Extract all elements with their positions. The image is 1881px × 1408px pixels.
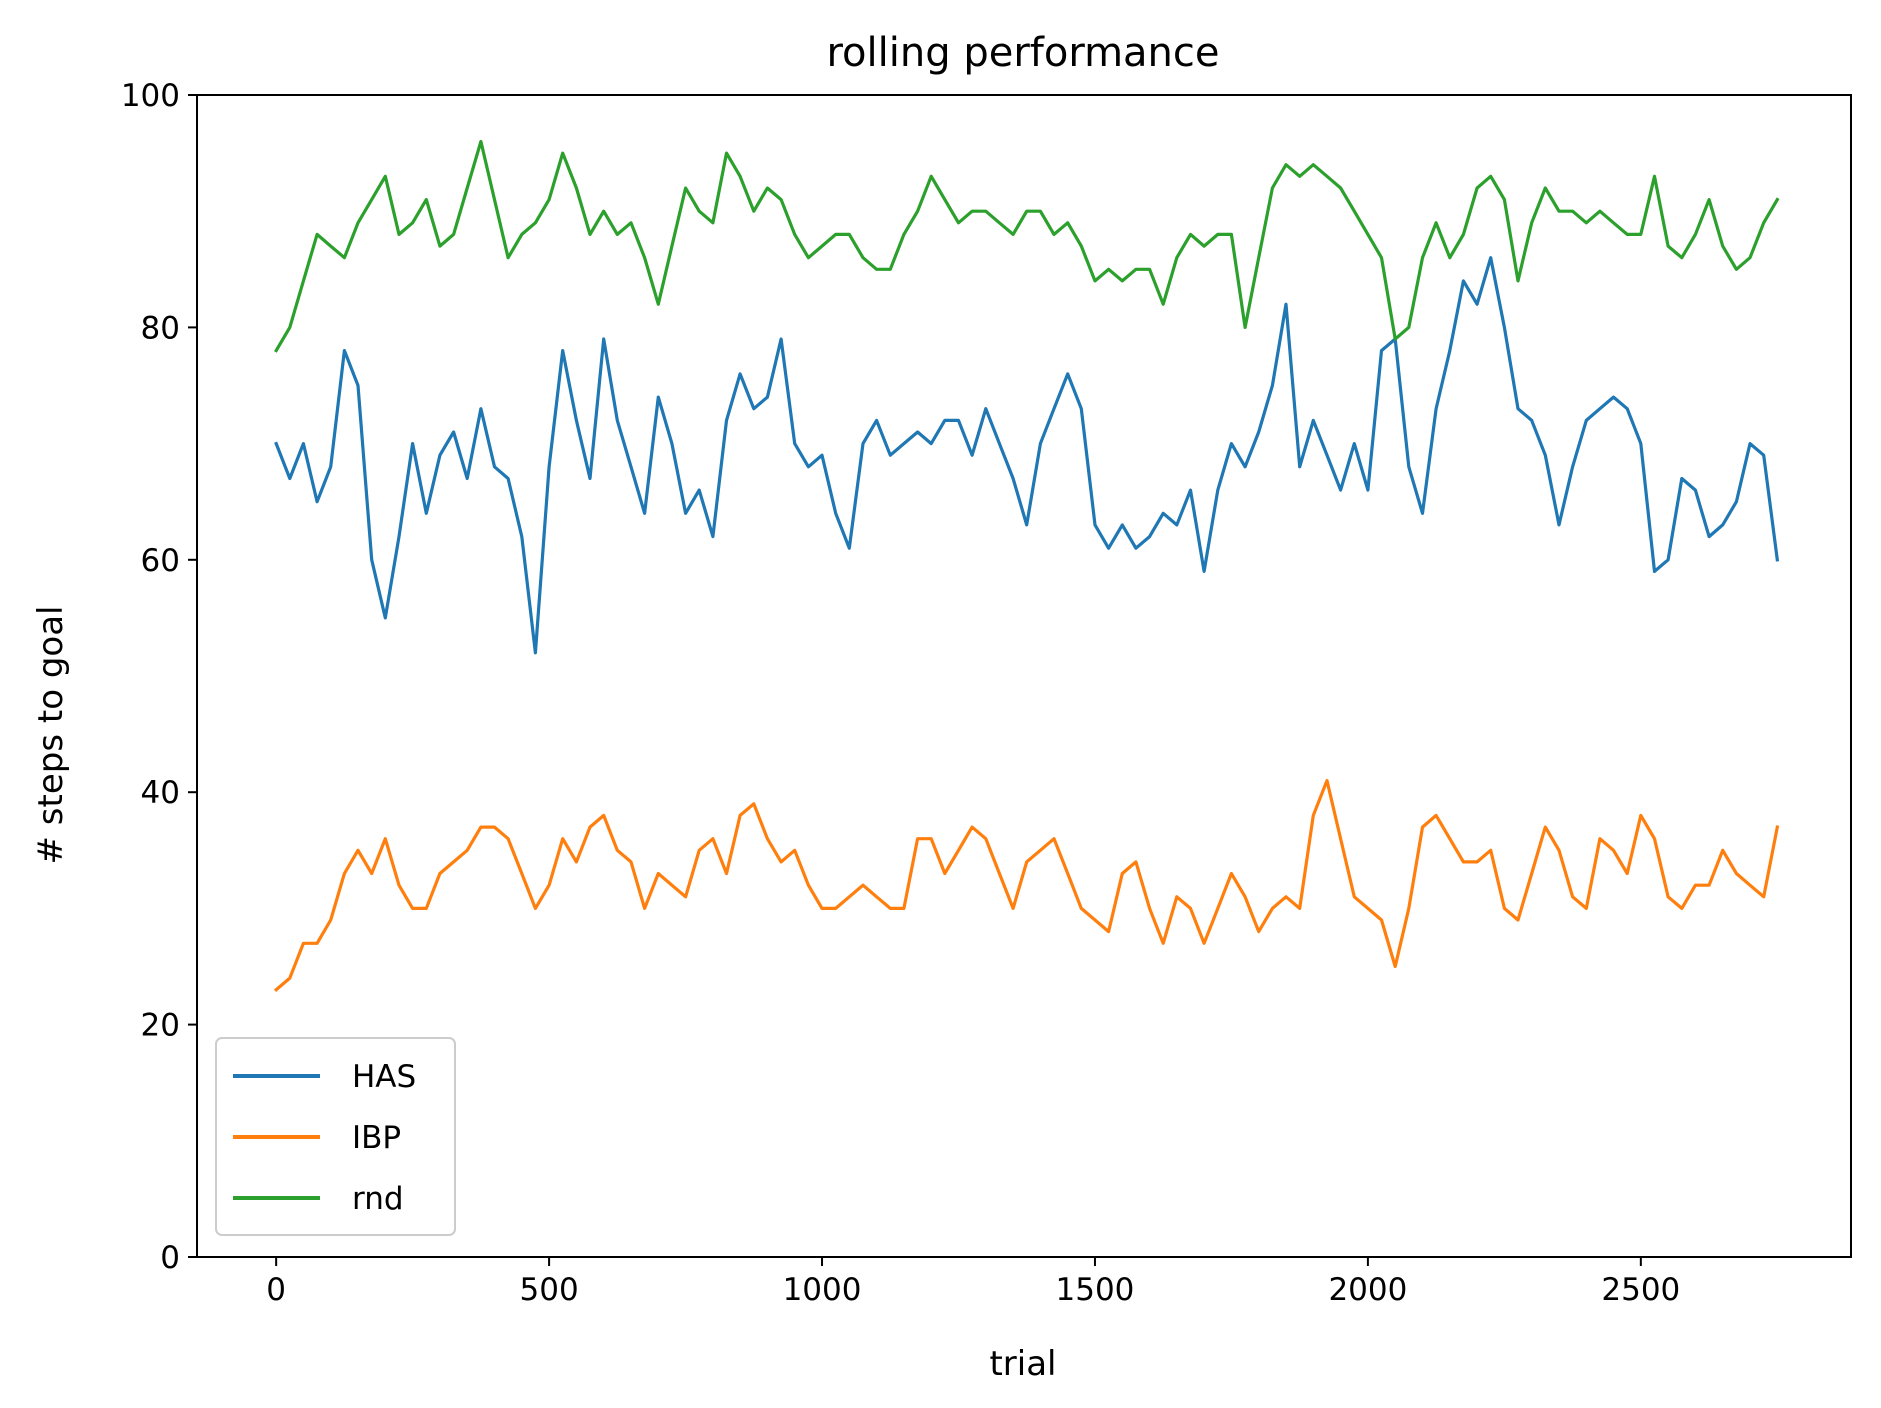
axis-ticks: 0 500 1000 1500 2000 2500 0 20 40 60 80 100: [121, 78, 1680, 1308]
plot-area-frame: [196, 94, 1852, 1258]
y-tick-label: 100: [121, 78, 180, 114]
y-tick-label: 80: [141, 310, 180, 346]
y-axis-label: # steps to goal: [31, 606, 71, 865]
legend-box: [215, 1037, 456, 1236]
legend: HAS IBP rnd: [215, 1037, 456, 1236]
legend-label: IBP: [352, 1120, 401, 1156]
x-tick-label: 2500: [1601, 1272, 1680, 1308]
series-line-rnd: [274, 139, 1780, 353]
plot-lines: [273, 139, 1780, 992]
legend-label: rnd: [352, 1181, 404, 1217]
y-tick-label: 20: [141, 1008, 180, 1044]
y-tick-label: 60: [141, 543, 180, 579]
y-tick-label: 0: [160, 1240, 180, 1276]
x-tick-label: 500: [520, 1272, 579, 1308]
series-line-has: [274, 256, 1780, 655]
legend-label: HAS: [352, 1059, 416, 1095]
x-axis-label: trial: [989, 1344, 1056, 1384]
series-line-ibp: [273, 778, 1780, 992]
x-tick-label: 0: [266, 1272, 286, 1308]
x-tick-label: 1500: [1056, 1272, 1135, 1308]
y-tick-label: 40: [141, 775, 180, 811]
chart-title: rolling performance: [826, 30, 1219, 76]
x-tick-label: 2000: [1328, 1272, 1407, 1308]
x-tick-label: 1000: [783, 1272, 862, 1308]
